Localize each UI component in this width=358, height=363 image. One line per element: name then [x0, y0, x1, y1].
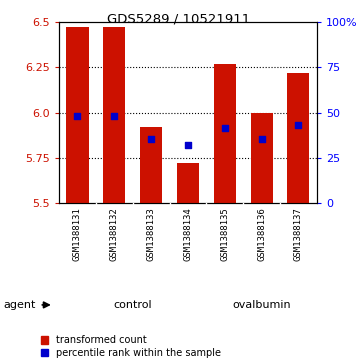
Text: GSM1388135: GSM1388135	[220, 207, 229, 261]
Point	[296, 122, 301, 128]
Text: GSM1388134: GSM1388134	[183, 207, 193, 261]
Text: GSM1388132: GSM1388132	[110, 207, 119, 261]
Text: GSM1388131: GSM1388131	[73, 207, 82, 261]
Text: GSM1388137: GSM1388137	[294, 207, 303, 261]
Text: control: control	[113, 300, 152, 310]
Bar	[251, 113, 273, 203]
Bar	[103, 27, 125, 203]
Bar	[214, 64, 236, 203]
Point	[259, 136, 265, 142]
Legend: transformed count, percentile rank within the sample: transformed count, percentile rank withi…	[41, 335, 221, 358]
Text: GSM1388133: GSM1388133	[147, 207, 156, 261]
Point	[148, 136, 154, 142]
Text: GDS5289 / 10521911: GDS5289 / 10521911	[107, 13, 251, 26]
Text: agent: agent	[4, 300, 36, 310]
Text: ovalbumin: ovalbumin	[232, 300, 291, 310]
Bar	[287, 73, 309, 203]
Bar	[140, 127, 162, 203]
Point	[74, 113, 80, 119]
Text: GSM1388136: GSM1388136	[257, 207, 266, 261]
Bar	[177, 163, 199, 203]
Point	[185, 142, 191, 148]
Point	[222, 125, 228, 131]
Bar	[67, 27, 88, 203]
Point	[111, 113, 117, 119]
